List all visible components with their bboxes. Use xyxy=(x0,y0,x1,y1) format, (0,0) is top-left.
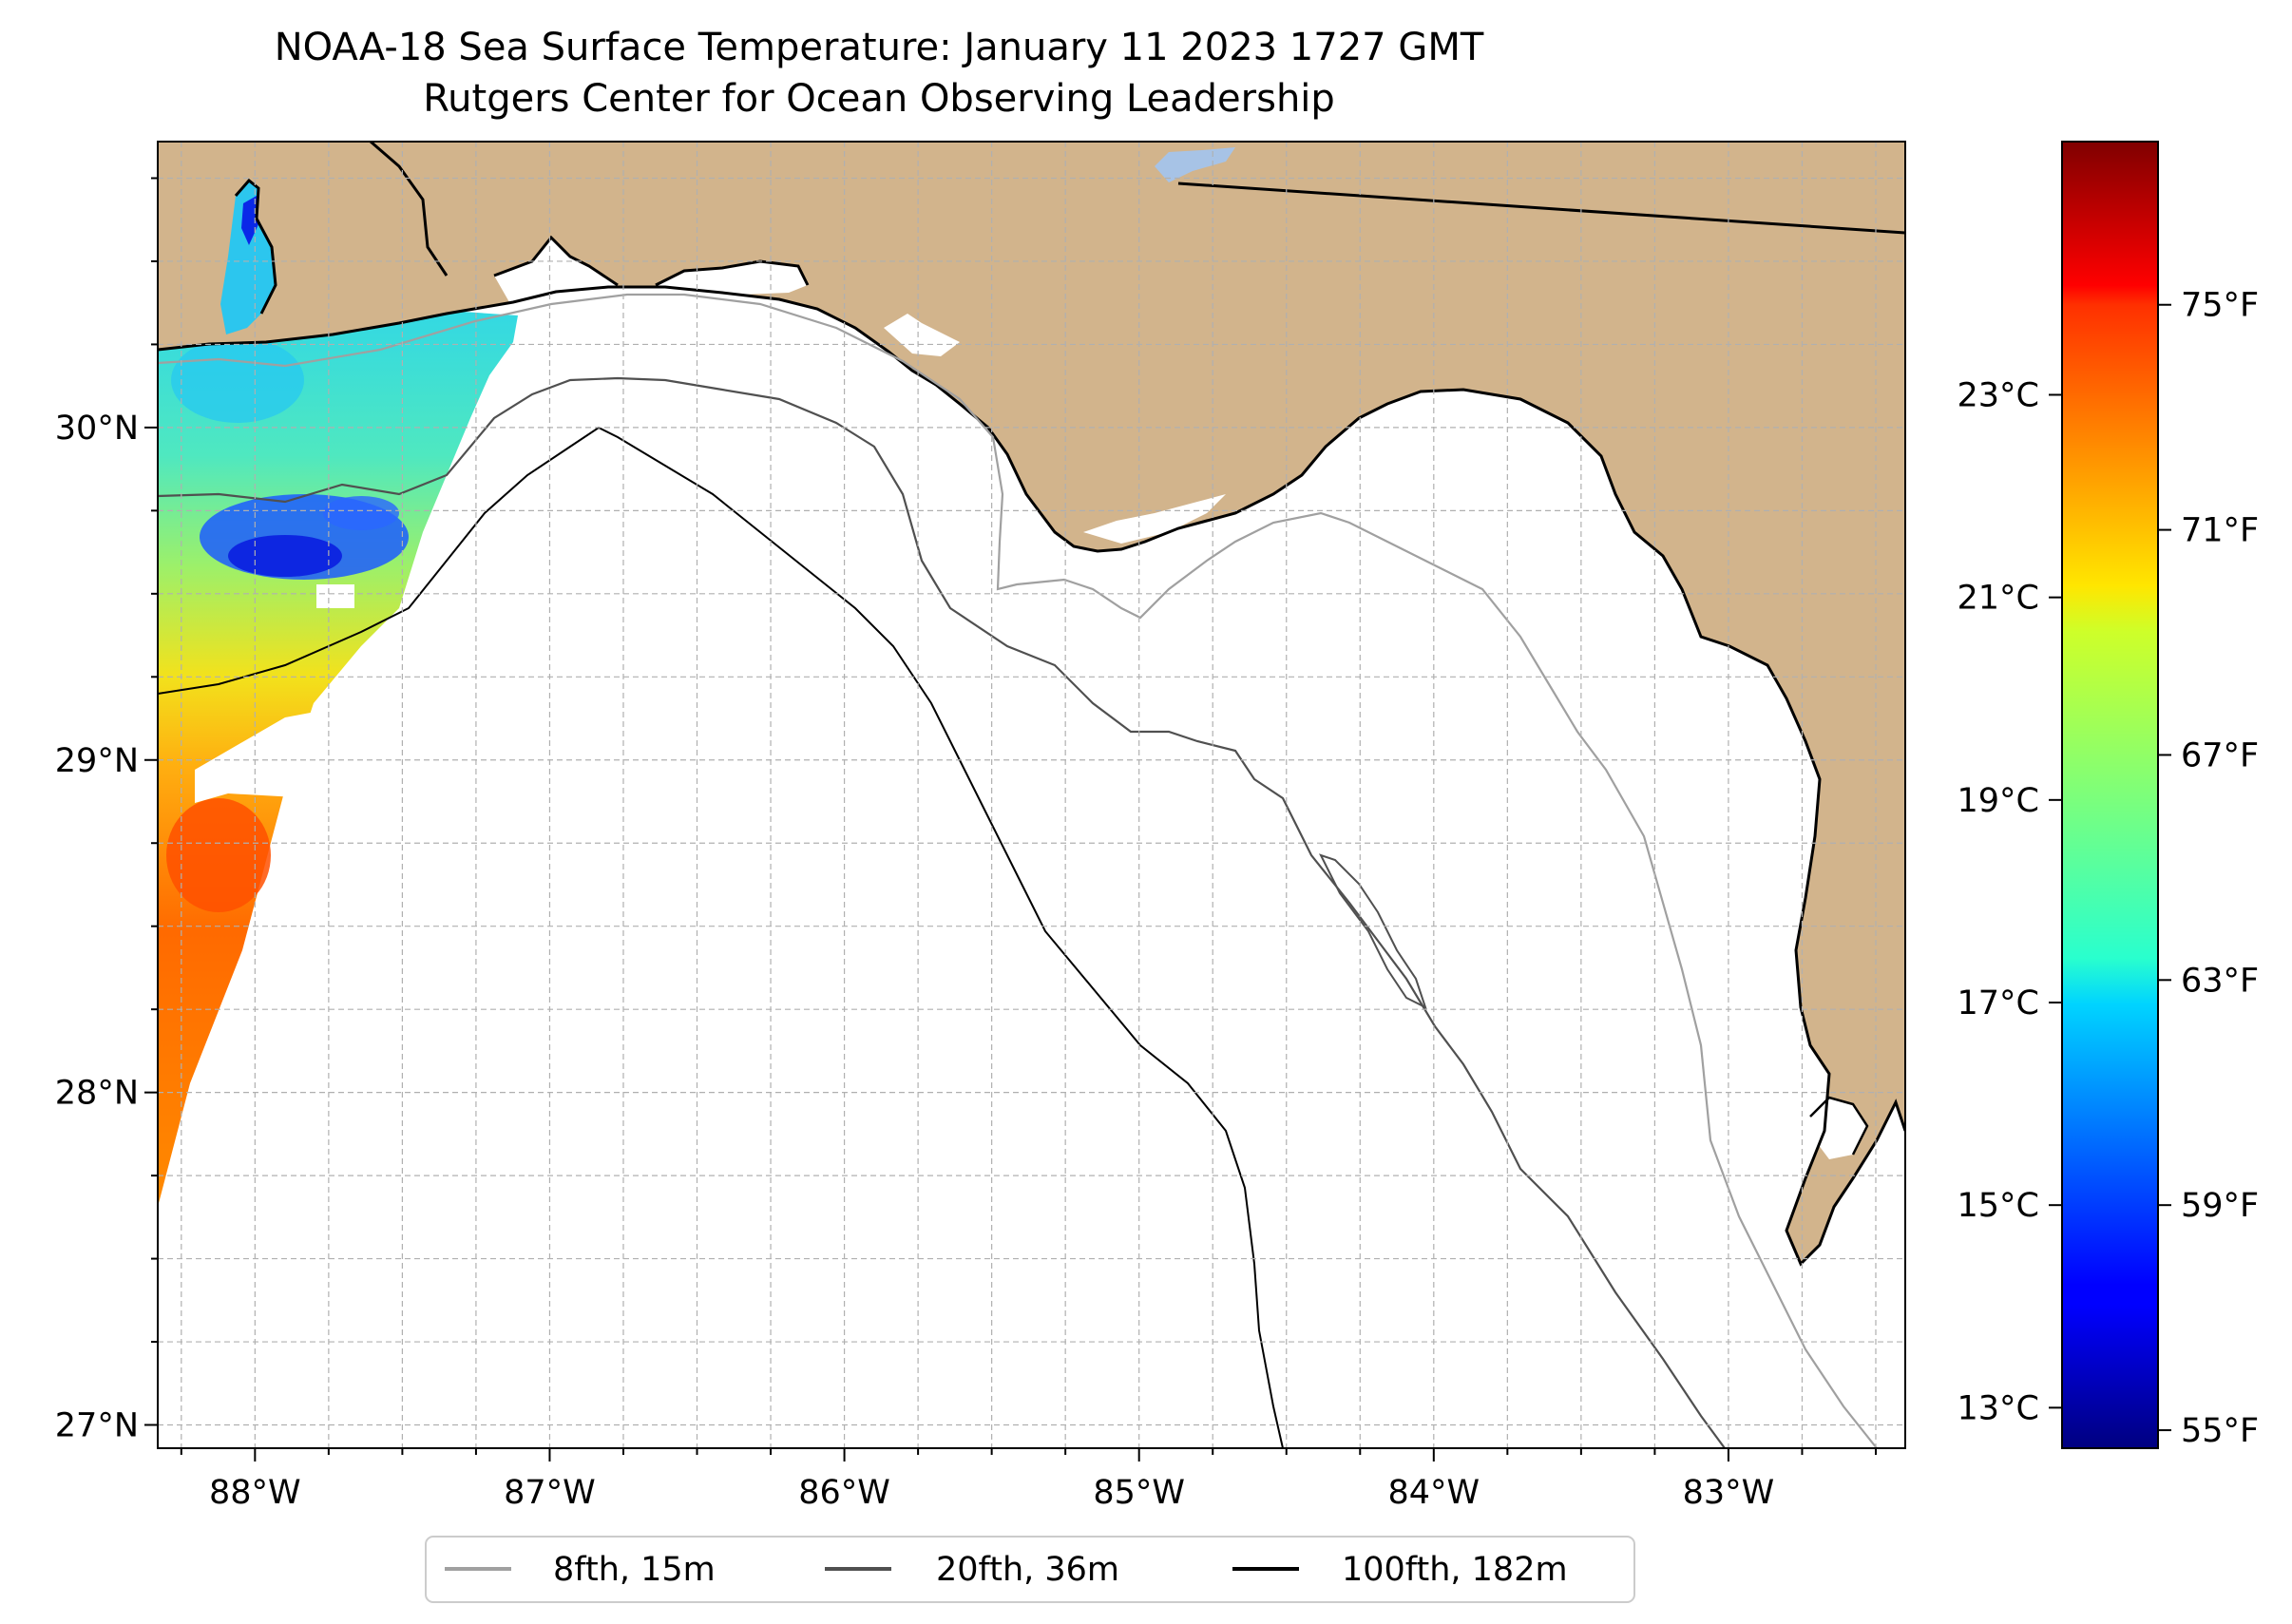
lake-seminole xyxy=(1155,147,1235,182)
fahrenheit-tick-label: 55°F xyxy=(2181,1412,2259,1450)
fahrenheit-tick-label: 67°F xyxy=(2181,736,2259,774)
map-subtitle: Rutgers Center for Ocean Observing Leade… xyxy=(423,77,1335,121)
st-andrews-bay xyxy=(884,314,960,356)
gridlines xyxy=(158,142,1905,1448)
legend-label-100fth: 100fth, 182m xyxy=(1342,1551,1568,1589)
lat-tick-label: 29°N xyxy=(55,742,139,780)
celsius-tick-label: 19°C xyxy=(1958,782,2039,820)
tampa-bay xyxy=(1810,1098,1867,1159)
lat-tick-label: 30°N xyxy=(55,410,139,448)
lon-tick-label: 87°W xyxy=(504,1474,596,1512)
contour-100fth xyxy=(158,426,1284,1448)
celsius-tick-label: 15°C xyxy=(1958,1187,2039,1225)
celsius-tick-label: 13°C xyxy=(1958,1389,2039,1427)
contour-legend: 8fth, 15m 20fth, 36m 100fth, 182m xyxy=(425,1536,1635,1603)
lon-tick-label: 85°W xyxy=(1093,1474,1185,1512)
mobile-bay xyxy=(220,181,276,334)
state-boundary xyxy=(1177,182,1905,235)
pensacola-bay xyxy=(494,238,618,309)
coastline xyxy=(158,285,1905,1267)
celsius-tick-label: 17°C xyxy=(1958,984,2039,1022)
celsius-tick-label: 23°C xyxy=(1958,376,2039,414)
colorbar xyxy=(2061,141,2159,1449)
colorbar-ticks: 13°C 15°C 17°C 19°C 21°C 23°C 55°F 59°F 63°F 67°F… xyxy=(1958,287,2260,1450)
apalachicola-bay xyxy=(1083,494,1226,544)
lon-tick-label: 86°W xyxy=(798,1474,890,1512)
lat-tick-label: 28°N xyxy=(55,1075,139,1113)
map-title: NOAA-18 Sea Surface Temperature: January… xyxy=(274,26,1484,69)
contour-20fth xyxy=(158,376,1726,1448)
legend-label-8fth: 8fth, 15m xyxy=(553,1551,716,1589)
legend-box xyxy=(425,1536,1635,1603)
celsius-tick-label: 21°C xyxy=(1958,580,2039,618)
lon-tick-label: 84°W xyxy=(1387,1474,1480,1512)
lon-tick-label: 88°W xyxy=(209,1474,301,1512)
lat-tick-label: 27°N xyxy=(55,1407,139,1445)
fahrenheit-tick-label: 75°F xyxy=(2181,287,2259,325)
land-area xyxy=(158,142,1905,1264)
fahrenheit-tick-label: 71°F xyxy=(2181,512,2259,550)
legend-label-20fth: 20fth, 36m xyxy=(936,1551,1119,1589)
fahrenheit-tick-label: 63°F xyxy=(2181,962,2259,1000)
fahrenheit-tick-label: 59°F xyxy=(2181,1187,2259,1225)
lon-tick-label: 83°W xyxy=(1683,1474,1775,1512)
map-axes: 88°W 87°W 86°W 85°W 84°W 83°W 30°N 29°N 28°N 27°N xyxy=(55,177,1877,1512)
map-frame xyxy=(157,141,1906,1449)
